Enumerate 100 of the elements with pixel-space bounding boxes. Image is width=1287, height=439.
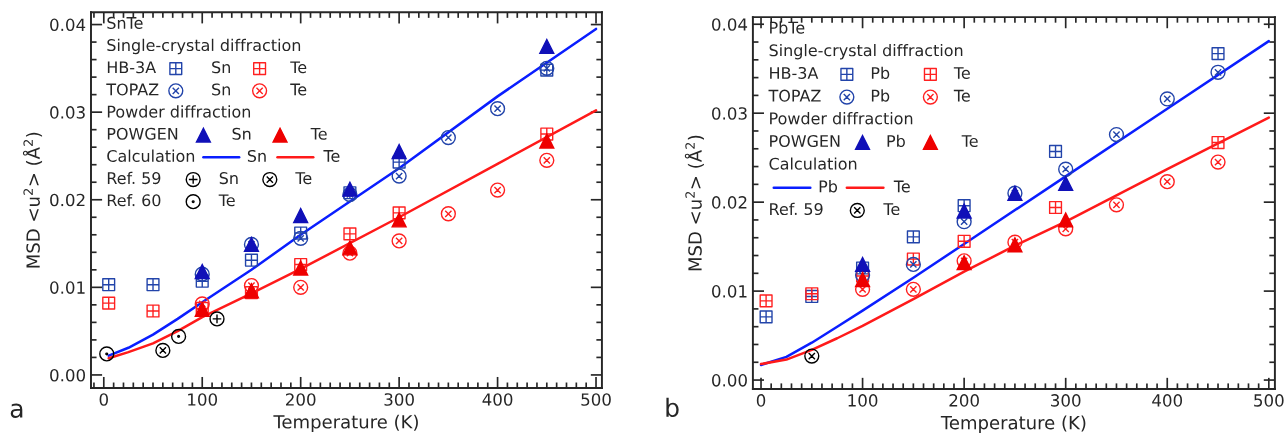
legend-label: Pb [819,180,838,193]
point [539,152,555,168]
x-tick-label: 500 [1254,394,1284,407]
annotation: Powder diffraction [770,112,913,125]
point [342,245,358,261]
annotation: Ref. 59 [770,202,823,216]
annotation: Ref. 60 [107,193,161,207]
y-tick-label: 0.04 [50,18,86,32]
legend-label: Te [883,203,900,216]
legend-label: Pb [871,89,890,102]
point [170,328,187,345]
point [1108,126,1125,143]
legend-label: Te [295,172,312,185]
legend-label: Te [323,150,340,162]
x-tick-label: 0 [99,393,108,406]
x-axis-title: Temperature (K) [940,415,1086,433]
point [342,181,358,197]
y-tick-label: 0.01 [712,285,747,298]
point [293,260,309,276]
x-axis-title: Temperature (K) [273,414,418,433]
point [1159,174,1175,190]
point [539,133,555,149]
point [155,342,171,359]
point [146,278,160,292]
point [243,277,260,294]
legend-label: Te [893,180,910,193]
x-tick-label: 400 [1152,394,1183,407]
x-tick-label: 100 [188,393,218,406]
point [1211,135,1225,150]
point [391,168,407,184]
annotation: POWGEN [770,134,840,148]
point [391,233,407,249]
point [391,212,407,228]
point [759,310,773,324]
text: a [10,403,23,418]
point [391,143,407,160]
point [392,206,406,220]
annotation: Single-crystal diffraction [769,43,963,60]
point [293,230,309,246]
point [906,252,920,266]
point [540,127,554,141]
point [957,234,971,248]
y-axis-title: MSD <u$^{2}$> (Å$^{2}$) [684,135,704,271]
y-axis-title: MSD <u$^{2}$> (Å$^{2}$) [22,132,43,268]
point [489,182,506,198]
point [1058,175,1074,192]
point [956,203,972,219]
x-tick-label: 300 [384,393,414,406]
x-tick-label: 200 [286,393,316,406]
point [1058,161,1074,177]
point [194,296,210,312]
point [102,278,116,292]
y-tick-label: 0.04 [712,18,748,31]
legend-label: Te [290,61,307,74]
x-tick-label: 0 [756,394,766,407]
point [343,227,357,241]
annotation: HB-3A [770,66,819,80]
point [957,199,971,213]
text: b [666,397,679,418]
legend-label: Te [290,83,307,96]
point [759,294,773,308]
point [1058,212,1074,228]
legend-label: Sn [212,61,230,74]
point [1048,200,1063,215]
point [905,256,921,273]
point [854,271,871,288]
legend-label: Sn [219,172,238,185]
line-series [759,39,1271,367]
point [146,304,160,318]
point [440,206,456,222]
point [294,226,308,240]
point [102,296,116,310]
point [1210,64,1226,80]
x-tick-label: 400 [482,393,513,406]
annotation: HB-3A [107,61,157,74]
legend-label: Pb [887,134,905,148]
point [804,348,820,364]
y-tick-label: 0.02 [50,193,85,207]
point [1211,46,1225,61]
point [440,129,456,146]
annotation: Calculation [107,149,195,162]
chart-title: SnTe [107,16,143,29]
point [905,281,921,297]
point [99,346,115,362]
legend-label: Te [953,89,970,102]
point [1210,154,1226,170]
point [906,230,920,244]
annotation: TOPAZ [768,89,821,102]
y-tick-label: 0.00 [50,368,86,382]
point [489,101,506,117]
point [1159,91,1175,107]
legend-label: Te [218,194,235,207]
point [342,240,358,256]
legend-label: Te [310,127,327,140]
annotation: Powder diffraction [107,105,251,118]
y-tick-label: 0.03 [50,106,85,119]
legend-label: Sn [232,127,251,140]
legend-label: Te [953,67,970,80]
point [1108,197,1125,213]
annotation: Calculation [769,157,857,170]
